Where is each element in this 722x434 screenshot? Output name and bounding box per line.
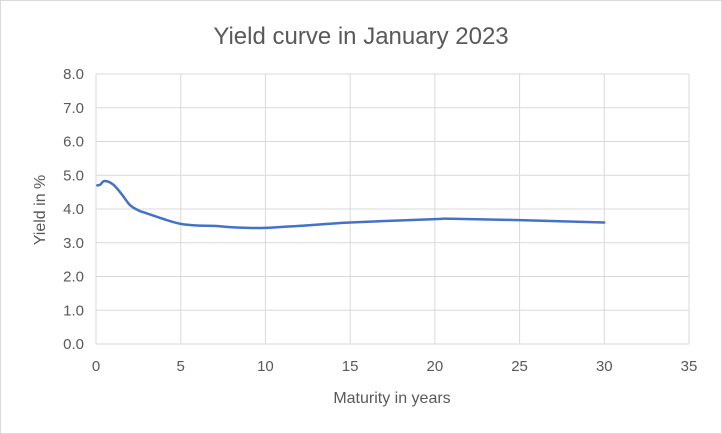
x-tick-label-7: 35 <box>681 358 698 375</box>
x-axis-ticks: 0 5 10 15 20 25 30 35 <box>92 358 698 375</box>
y-tick-label-3: 3.0 <box>63 235 84 252</box>
series-line-0 <box>96 179 606 230</box>
data-point-0-12 <box>230 226 232 228</box>
data-point-0-13 <box>247 227 249 229</box>
data-point-0-14 <box>264 227 266 229</box>
y-tick-label-1: 1.0 <box>63 302 84 319</box>
y-tick-label-0: 0.0 <box>63 336 84 353</box>
y-tick-label-2: 2.0 <box>63 269 84 286</box>
data-point-0-9 <box>180 223 182 225</box>
data-point-0-10 <box>196 224 198 226</box>
y-tick-label-4: 4.0 <box>63 201 84 218</box>
y-tick-label-5: 5.0 <box>63 167 84 184</box>
data-point-0-17 <box>434 218 436 220</box>
x-tick-label-2: 10 <box>257 358 274 375</box>
chart-title: Yield curve in January 2023 <box>213 23 508 50</box>
x-tick-label-6: 30 <box>596 358 613 375</box>
grid-lines <box>95 73 690 345</box>
data-point-0-5 <box>129 204 131 206</box>
data-point-0-3 <box>112 183 114 185</box>
data-point-0-20 <box>603 221 605 223</box>
x-tick-label-1: 5 <box>177 358 185 375</box>
data-point-0-18 <box>451 218 453 220</box>
y-tick-label-7: 7.0 <box>63 100 84 117</box>
data-point-0-4 <box>120 193 122 195</box>
y-axis-label: Yield in % <box>32 175 49 246</box>
data-point-0-1 <box>99 184 101 186</box>
data-point-0-2 <box>103 180 105 182</box>
x-tick-label-5: 25 <box>511 358 528 375</box>
data-point-0-7 <box>146 212 148 214</box>
y-tick-label-8: 8.0 <box>63 66 84 83</box>
x-tick-label-4: 20 <box>427 358 444 375</box>
series-layer <box>96 179 606 230</box>
data-point-0-0 <box>96 184 98 186</box>
data-point-0-6 <box>137 209 139 211</box>
x-axis-label: Maturity in years <box>333 390 450 407</box>
y-axis-ticks: 0.0 1.0 2.0 3.0 4.0 5.0 6.0 7.0 8.0 <box>63 66 84 353</box>
data-point-0-19 <box>518 219 520 221</box>
x-tick-label-3: 15 <box>342 358 359 375</box>
data-point-0-8 <box>163 218 165 220</box>
x-tick-label-0: 0 <box>92 358 100 375</box>
data-point-0-11 <box>213 225 215 227</box>
data-point-0-15 <box>298 225 300 227</box>
y-tick-label-6: 6.0 <box>63 134 84 151</box>
data-point-0-16 <box>349 221 351 223</box>
